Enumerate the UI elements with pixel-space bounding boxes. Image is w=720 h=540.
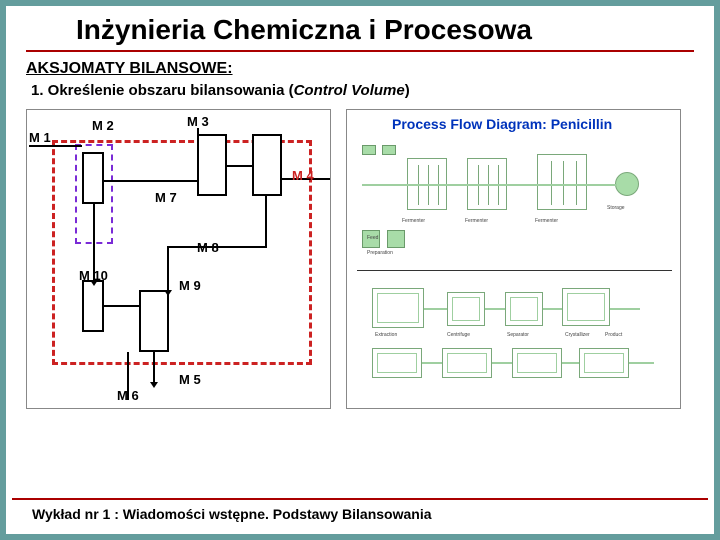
pfd-pipe-lower-5 xyxy=(492,362,512,364)
connector-9 xyxy=(153,352,155,382)
control-volume-diagram: M 1 M 2 M 3 M 4 M 7 M 8 M 9 M 10 M 5 M 6 xyxy=(26,109,331,409)
pfd-label-2: Fermenter xyxy=(535,218,558,224)
label-M10: M 10 xyxy=(79,268,108,283)
pfd-pipe-lower-6 xyxy=(562,362,579,364)
subheading-suffix: ) xyxy=(405,82,410,99)
pfd-unit-1 xyxy=(447,292,485,326)
pfd-label-10: Crystallizer xyxy=(565,332,590,338)
pfd-unit-5 xyxy=(442,348,492,378)
pfd-storage-3 xyxy=(615,172,639,196)
pfd-label-8: Centrifuge xyxy=(447,332,470,338)
label-M7: M 7 xyxy=(155,190,177,205)
process-flow-diagram: Process Flow Diagram: Penicillin Fermente… xyxy=(346,109,681,409)
pfd-label-7: Extraction xyxy=(375,332,397,338)
label-M8: M 8 xyxy=(197,240,219,255)
pfd-unit-0 xyxy=(372,288,424,328)
label-M4: M 4 xyxy=(292,168,314,183)
pfd-title: Process Flow Diagram: Penicillin xyxy=(392,116,612,132)
pfd-divider xyxy=(357,270,672,271)
pfd-pipe-lower-0 xyxy=(424,308,447,310)
connector-0 xyxy=(29,145,82,147)
unit-box-2 xyxy=(252,134,282,196)
connector-11 xyxy=(104,305,139,307)
connector-6 xyxy=(265,196,267,246)
subheading-prefix: 1. Określenie obszaru bilansowania ( xyxy=(31,82,294,99)
pfd-label-0: Fermenter xyxy=(402,218,425,224)
pfd-unit-7 xyxy=(579,348,629,378)
footer-text: Wykład nr 1 : Wiadomości wstępne. Podsta… xyxy=(12,498,708,522)
section-heading: AKSJOMATY BILANSOWE: xyxy=(6,52,714,80)
unit-box-1 xyxy=(197,134,227,196)
label-M9: M 9 xyxy=(179,278,201,293)
pfd-feed-box-1 xyxy=(387,230,405,248)
pfd-unit-3 xyxy=(562,288,610,326)
pfd-pipe-lower-7 xyxy=(629,362,654,364)
pfd-label-4: Feed xyxy=(367,235,378,241)
pfd-unit-6 xyxy=(512,348,562,378)
pfd-pipe-lower-3 xyxy=(610,308,640,310)
pfd-label-3: Storage xyxy=(607,205,625,211)
connector-2 xyxy=(104,180,197,182)
pfd-pipe-lower-1 xyxy=(485,308,505,310)
pfd-feed-box-3 xyxy=(382,145,396,155)
pfd-unit-2 xyxy=(505,292,543,326)
content-row: M 1 M 2 M 3 M 4 M 7 M 8 M 9 M 10 M 5 M 6 Process … xyxy=(6,109,714,409)
slide: Inżynieria Chemiczna i Procesowa AKSJOMA… xyxy=(6,6,714,534)
connector-8 xyxy=(167,246,169,290)
unit-box-3 xyxy=(82,280,104,332)
pfd-label-6: Product xyxy=(605,332,622,338)
label-M3: M 3 xyxy=(187,114,209,129)
pfd-pipe-lower-4 xyxy=(422,362,442,364)
label-M1: M 1 xyxy=(29,130,51,145)
label-M6: M 6 xyxy=(117,388,139,403)
pfd-vessel-2 xyxy=(537,154,587,210)
pfd-label-9: Separator xyxy=(507,332,529,338)
subheading-italic: Control Volume xyxy=(294,82,405,99)
page-title: Inżynieria Chemiczna i Procesowa xyxy=(6,6,714,50)
connector-3 xyxy=(227,165,252,167)
pfd-unit-4 xyxy=(372,348,422,378)
pfd-label-5: Preparation xyxy=(367,250,393,256)
unit-box-0 xyxy=(82,152,104,204)
pfd-pipe-top xyxy=(362,184,617,186)
label-M2: M 2 xyxy=(92,118,114,133)
section-subheading: 1. Określenie obszaru bilansowania (Cont… xyxy=(6,80,714,109)
unit-box-4 xyxy=(139,290,169,352)
pfd-pipe-lower-2 xyxy=(543,308,562,310)
pfd-label-1: Fermenter xyxy=(465,218,488,224)
pfd-feed-box-2 xyxy=(362,145,376,155)
label-M5: M 5 xyxy=(179,372,201,387)
